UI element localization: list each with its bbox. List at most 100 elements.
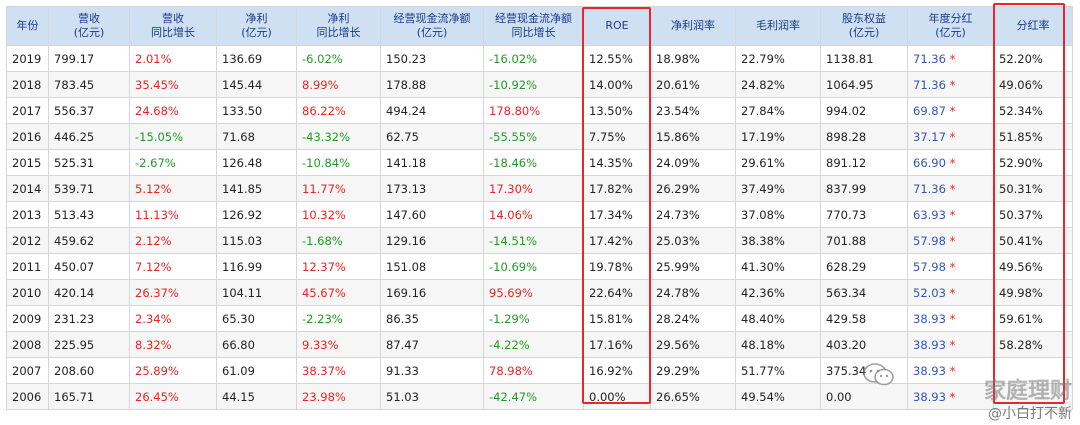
cell-dividend[interactable]: 71.36 * xyxy=(907,175,994,202)
column-header[interactable]: 年度分红 (亿元) xyxy=(907,6,994,46)
cell-profit-growth: 86.22% xyxy=(296,97,381,124)
column-header[interactable]: ROE xyxy=(583,6,651,46)
cell-dividend[interactable]: 38.93 * xyxy=(907,305,994,332)
cell-value: -55.55% xyxy=(489,129,537,144)
cell-dividend[interactable]: 38.93 * xyxy=(907,383,994,410)
cell-roe: 17.16% xyxy=(583,331,651,358)
cell-value: 95.69% xyxy=(489,285,533,300)
cell-cashflow-growth: 17.30% xyxy=(483,175,584,202)
cell-cashflow: 173.13 xyxy=(380,175,484,202)
dividend-link[interactable]: 38.93 xyxy=(913,337,946,352)
cell-roe: 19.78% xyxy=(583,253,651,280)
cell-value: 446.25 xyxy=(54,129,95,144)
cell-gross-margin: 37.49% xyxy=(735,175,821,202)
financial-data-table: 年份 营收 (亿元) 营收 同比增长 净利 (亿元) 净利 同比增长 经营现金流净额 (亿元) 经营现… xyxy=(6,6,1073,410)
column-header[interactable]: 分红率 xyxy=(993,6,1073,46)
table-row: 2009 231.23 2.34% 65.30 -2.23% 86.35 -1.29% 15.… xyxy=(6,305,1073,332)
cell-revenue-growth: 2.01% xyxy=(129,45,217,72)
dividend-link[interactable]: 52.03 xyxy=(913,285,946,300)
cell-value: 52.20% xyxy=(999,51,1043,66)
table-header: 年份 营收 (亿元) 营收 同比增长 净利 (亿元) 净利 同比增长 经营现金流净额 (亿元) 经营现… xyxy=(6,6,1073,46)
table-row: 2010 420.14 26.37% 104.11 45.67% 169.16 95.69%… xyxy=(6,279,1073,306)
dividend-link[interactable]: 38.93 xyxy=(913,363,946,378)
cell-net-margin: 26.65% xyxy=(650,383,736,410)
column-header[interactable]: 营收 (亿元) xyxy=(48,6,130,46)
cell-cashflow: 129.16 xyxy=(380,227,484,254)
cell-value: 165.71 xyxy=(54,389,95,404)
dividend-link[interactable]: 38.93 xyxy=(913,389,946,404)
cell-net-margin: 20.61% xyxy=(650,71,736,98)
column-header[interactable]: 经营现金流净额 (亿元) xyxy=(380,6,484,46)
cell-value: 994.02 xyxy=(826,103,867,118)
cell-profit-growth: 38.37% xyxy=(296,357,381,384)
cell-dividend[interactable]: 63.93 * xyxy=(907,201,994,228)
cell-dividend[interactable]: 38.93 * xyxy=(907,331,994,358)
cell-value: 126.92 xyxy=(222,207,263,222)
cell-dividend[interactable]: 37.17 * xyxy=(907,123,994,150)
cell-value: 14.06% xyxy=(489,207,533,222)
column-header[interactable]: 毛利润率 xyxy=(735,6,821,46)
cell-payout: 49.06% xyxy=(993,71,1073,98)
cell-profit-growth: -2.23% xyxy=(296,305,381,332)
cell-revenue-growth: 26.37% xyxy=(129,279,217,306)
cell-value: 16.92% xyxy=(589,363,633,378)
cell-profit-growth: -6.02% xyxy=(296,45,381,72)
cell-profit-growth: 8.99% xyxy=(296,71,381,98)
cell-equity: 994.02 xyxy=(820,97,908,124)
dividend-link[interactable]: 57.98 xyxy=(913,259,946,274)
column-header[interactable]: 股东权益 (亿元) xyxy=(820,6,908,46)
cell-value: -2.23% xyxy=(302,311,343,326)
cell-dividend[interactable]: 69.87 * xyxy=(907,97,994,124)
cell-value: 8.32% xyxy=(135,337,172,352)
dividend-star: * xyxy=(949,285,956,300)
dividend-link[interactable]: 71.36 xyxy=(913,77,946,92)
dividend-link[interactable]: 37.17 xyxy=(913,129,946,144)
column-header[interactable]: 净利润率 xyxy=(650,6,736,46)
column-header[interactable]: 净利 (亿元) xyxy=(216,6,297,46)
cell-dividend[interactable]: 71.36 * xyxy=(907,45,994,72)
cell-value: 799.17 xyxy=(54,51,95,66)
dividend-link[interactable]: 57.98 xyxy=(913,233,946,248)
dividend-link[interactable]: 71.36 xyxy=(913,51,946,66)
cell-cashflow-growth: -10.69% xyxy=(483,253,584,280)
cell-cashflow: 151.08 xyxy=(380,253,484,280)
cell-dividend[interactable]: 71.36 * xyxy=(907,71,994,98)
cell-value: 17.16% xyxy=(589,337,633,352)
cell-value: 61.09 xyxy=(222,363,255,378)
cell-payout: 58.28% xyxy=(993,331,1073,358)
cell-dividend[interactable]: 57.98 * xyxy=(907,227,994,254)
cell-payout: 50.31% xyxy=(993,175,1073,202)
cell-value: 50.37% xyxy=(999,207,1043,222)
cell-cashflow-growth: -18.46% xyxy=(483,149,584,176)
cell-cashflow-growth: 95.69% xyxy=(483,279,584,306)
dividend-link[interactable]: 71.36 xyxy=(913,181,946,196)
dividend-link[interactable]: 63.93 xyxy=(913,207,946,222)
cell-value: 45.67% xyxy=(302,285,346,300)
column-header[interactable]: 营收 同比增长 xyxy=(129,6,217,46)
dividend-link[interactable]: 69.87 xyxy=(913,103,946,118)
column-header[interactable]: 经营现金流净额 同比增长 xyxy=(483,6,584,46)
cell-year: 2018 xyxy=(6,71,49,98)
cell-value: 2009 xyxy=(12,311,42,326)
cell-value: 115.03 xyxy=(222,233,263,248)
dividend-star: * xyxy=(949,77,956,92)
dividend-star: * xyxy=(949,103,956,118)
header-row: 年份 营收 (亿元) 营收 同比增长 净利 (亿元) 净利 同比增长 经营现金流净额 (亿元) 经营现… xyxy=(6,6,1073,46)
cell-dividend[interactable]: 57.98 * xyxy=(907,253,994,280)
cell-dividend[interactable]: 38.93 * xyxy=(907,357,994,384)
column-header[interactable]: 年份 xyxy=(6,6,49,46)
cell-dividend[interactable]: 66.90 * xyxy=(907,149,994,176)
dividend-link[interactable]: 38.93 xyxy=(913,311,946,326)
cell-value: 2.34% xyxy=(135,311,172,326)
cell-value: 556.37 xyxy=(54,103,95,118)
column-header[interactable]: 净利 同比增长 xyxy=(296,6,381,46)
column-header-line1: 分红率 xyxy=(1016,19,1050,32)
cell-value: 2007 xyxy=(12,363,42,378)
cell-profit: 141.85 xyxy=(216,175,297,202)
cell-value: 23.98% xyxy=(302,389,346,404)
cell-year: 2013 xyxy=(6,201,49,228)
cell-revenue-growth: 35.45% xyxy=(129,71,217,98)
dividend-link[interactable]: 66.90 xyxy=(913,155,946,170)
cell-dividend[interactable]: 52.03 * xyxy=(907,279,994,306)
cell-year: 2006 xyxy=(6,383,49,410)
